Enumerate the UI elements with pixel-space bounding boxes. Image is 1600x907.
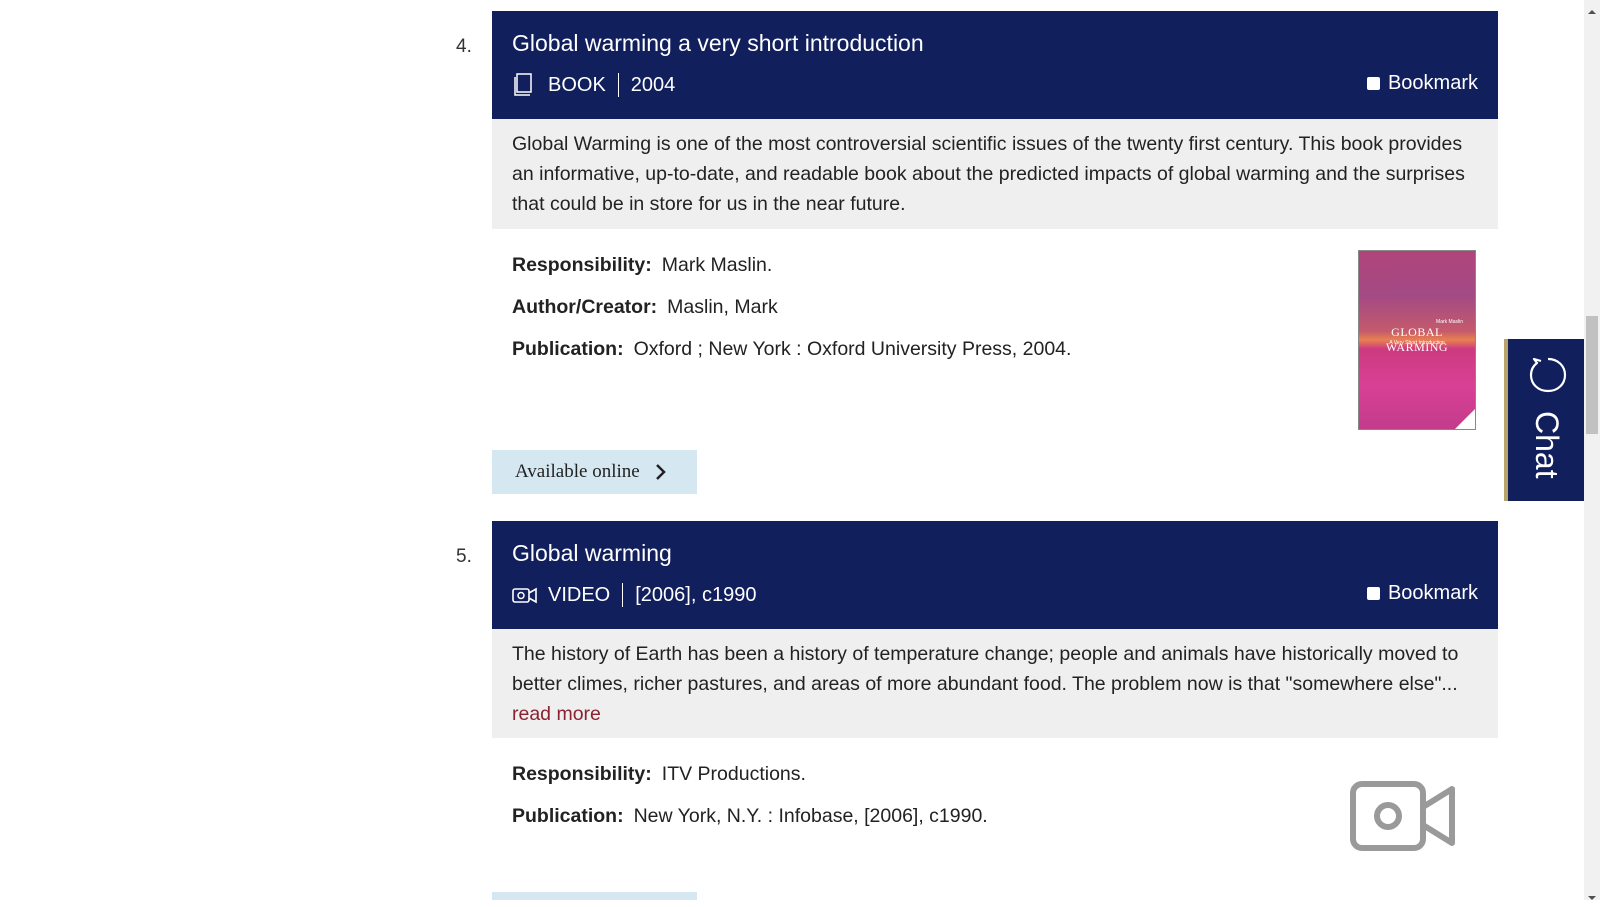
field-label: Publication: — [512, 805, 624, 827]
chat-label: Chat — [1529, 411, 1565, 479]
field-publication: Publication: Oxford ; New York : Oxford U… — [512, 338, 1071, 361]
available-online-button[interactable] — [492, 892, 697, 900]
bookmark-toggle[interactable]: Bookmark — [1366, 72, 1478, 95]
cover-title: GLOBAL WARMING — [1385, 325, 1449, 354]
cover-subtitle: A Very Short Introduction — [1389, 340, 1445, 346]
scroll-down-arrow-icon[interactable] — [1588, 889, 1596, 900]
chat-widget-button[interactable]: Chat — [1504, 339, 1584, 501]
field-label: Publication: — [512, 338, 624, 360]
page-curl — [1455, 409, 1475, 429]
video-icon — [512, 583, 538, 607]
result-number: 5. — [456, 546, 472, 567]
field-label: Responsibility: — [512, 254, 652, 276]
result-title[interactable]: Global warming — [512, 540, 672, 566]
description-text: The history of Earth has been a history … — [512, 643, 1459, 695]
result-description: Global Warming is one of the most contro… — [492, 119, 1498, 229]
result-description: The history of Earth has been a history … — [492, 629, 1498, 738]
field-value: Oxford ; New York : Oxford University Pr… — [633, 338, 1072, 360]
scrollbar-track[interactable] — [1584, 0, 1600, 900]
result-type: BOOK — [548, 73, 606, 96]
available-online-button[interactable]: Available online — [492, 450, 697, 494]
cover-author: Mark Maslin — [1436, 319, 1463, 325]
result-date: 2004 — [630, 73, 676, 96]
chevron-right-icon — [654, 463, 668, 481]
description-text: Global Warming is one of the most contro… — [512, 133, 1465, 215]
result-type: VIDEO — [548, 583, 611, 606]
bookmark-checkbox[interactable] — [1366, 587, 1380, 600]
result-date: [2006], c1990 — [635, 583, 757, 606]
book-cover-thumbnail[interactable]: Mark Maslin GLOBAL WARMING A Very Short … — [1358, 250, 1476, 430]
field-publication: Publication: New York, N.Y. : Infobase, [… — [512, 805, 988, 828]
field-label: Author/Creator: — [512, 296, 658, 318]
result-number: 4. — [456, 36, 472, 57]
chat-bubble-icon — [1528, 356, 1568, 401]
result-meta: BOOK 2004 — [512, 72, 675, 98]
field-value: New York, N.Y. : Infobase, [2006], c1990… — [633, 805, 988, 827]
bookmark-label: Bookmark — [1387, 72, 1478, 94]
bookmark-label: Bookmark — [1387, 582, 1478, 604]
field-responsibility: Responsibility: Mark Maslin. — [512, 254, 772, 277]
video-placeholder-icon — [1350, 781, 1456, 851]
field-value: Mark Maslin. — [661, 254, 773, 276]
divider — [622, 583, 624, 607]
result-title[interactable]: Global warming a very short introduction — [512, 30, 924, 56]
bookmark-toggle[interactable]: Bookmark — [1366, 582, 1478, 605]
book-icon — [512, 73, 538, 97]
divider — [617, 73, 619, 97]
result-meta: VIDEO [2006], c1990 — [512, 582, 756, 608]
result-header: Global warming a very short introduction… — [492, 11, 1498, 119]
field-label: Responsibility: — [512, 763, 652, 785]
field-value: Maslin, Mark — [667, 296, 778, 318]
result-header: Global warming VIDEO [2006], c1990 Bookm… — [492, 521, 1498, 629]
scroll-up-arrow-icon[interactable] — [1588, 3, 1596, 14]
read-more-link[interactable]: read more — [512, 703, 601, 725]
field-author: Author/Creator: Maslin, Mark — [512, 296, 778, 319]
field-responsibility: Responsibility: ITV Productions. — [512, 763, 806, 786]
button-label: Available online — [515, 461, 640, 482]
bookmark-checkbox[interactable] — [1366, 77, 1380, 90]
field-value: ITV Productions. — [661, 763, 806, 785]
scrollbar-thumb[interactable] — [1586, 316, 1598, 434]
